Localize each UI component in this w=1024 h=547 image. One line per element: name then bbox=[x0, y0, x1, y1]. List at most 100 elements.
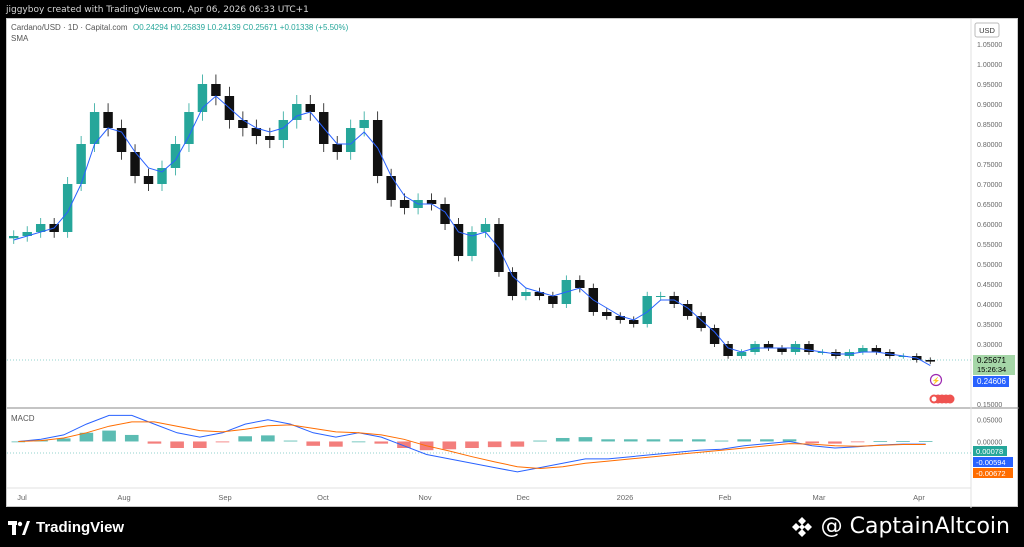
time-tick-label: Sep bbox=[218, 493, 231, 502]
macd-line-value: -0.00594 bbox=[976, 458, 1006, 467]
macd-hist-bar bbox=[850, 441, 865, 443]
candle-body bbox=[76, 144, 86, 184]
time-tick-label: Mar bbox=[813, 493, 826, 502]
sma-price-value: 0.24606 bbox=[977, 377, 1006, 386]
macd-hist-bar bbox=[669, 439, 683, 442]
macd-hist-bar bbox=[329, 441, 343, 447]
price-tick-label: 0.90000 bbox=[977, 102, 1002, 109]
economic-events-icon[interactable] bbox=[929, 394, 955, 404]
tradingview-logo[interactable]: TradingView bbox=[8, 519, 124, 536]
price-tick-label: 1.05000 bbox=[977, 42, 1002, 49]
macd-hist-bar bbox=[692, 439, 706, 442]
candle-body bbox=[116, 128, 127, 152]
candle-body bbox=[615, 316, 625, 320]
macd-tick-label: 0.00000 bbox=[977, 439, 1002, 446]
candle-body bbox=[682, 304, 693, 316]
candle-body bbox=[655, 296, 666, 297]
candle-body bbox=[62, 184, 73, 232]
candle-body bbox=[426, 200, 437, 204]
price-tick-label: 0.40000 bbox=[977, 302, 1002, 309]
time-axis[interactable]: Jul Aug Sep Oct Nov Dec 2026 Feb Mar Apr bbox=[17, 493, 925, 502]
macd-line-label: -0.00594 bbox=[973, 457, 1013, 467]
candle-body bbox=[170, 144, 181, 168]
macd-hist-bar bbox=[805, 441, 820, 444]
macd-hist-bar bbox=[782, 439, 797, 442]
macd-hist-bar bbox=[918, 441, 933, 442]
time-tick-label: Nov bbox=[418, 493, 432, 502]
footer-bar: TradingView @ CaptainAltcoin bbox=[0, 510, 1024, 547]
candle-body bbox=[345, 128, 356, 152]
candle-body bbox=[359, 120, 369, 128]
legend-ohlc: O0.24294 H0.25839 L0.24139 C0.25671 +0.0… bbox=[133, 23, 349, 32]
candle-body bbox=[238, 120, 248, 128]
macd-hist-bar bbox=[873, 441, 888, 442]
candle-body bbox=[143, 176, 154, 184]
macd-hist-bar bbox=[170, 441, 184, 448]
macd-hist-bar bbox=[737, 439, 751, 442]
candle-body bbox=[211, 84, 221, 96]
time-tick-label: Jul bbox=[17, 493, 27, 502]
candle-body bbox=[184, 112, 194, 144]
last-price-value: 0.25671 bbox=[977, 356, 1006, 365]
diamond-logo-icon bbox=[791, 516, 812, 537]
macd-hist-bar bbox=[646, 439, 661, 442]
macd-hist-bar bbox=[555, 437, 570, 442]
candle-body bbox=[89, 112, 100, 144]
svg-text:⚡: ⚡ bbox=[932, 376, 941, 385]
macd-hist-bar bbox=[533, 440, 547, 442]
macd-hist-bar bbox=[397, 441, 411, 448]
candle-body bbox=[629, 320, 639, 324]
candle-body bbox=[548, 296, 558, 304]
candle-body bbox=[521, 292, 531, 296]
time-tick-label: Dec bbox=[516, 493, 530, 502]
price-tick-label: 0.80000 bbox=[977, 142, 1002, 149]
candle-body bbox=[467, 232, 477, 256]
last-price-label: 0.25671 15:26:34 bbox=[973, 355, 1015, 375]
macd-hist-bar bbox=[442, 441, 457, 450]
credit-line: jiggyboy created with TradingView.com, A… bbox=[6, 5, 309, 15]
time-tick-label: 2026 bbox=[617, 493, 634, 502]
sma-price-label: 0.24606 bbox=[973, 376, 1009, 387]
price-tick-label: 0.30000 bbox=[977, 342, 1002, 349]
legend-symbol: Cardano/USD · 1D · Capital.com bbox=[11, 23, 128, 32]
price-tick-label: 0.35000 bbox=[977, 322, 1002, 329]
watermark-text: @ CaptainAltcoin bbox=[820, 514, 1010, 539]
candle-body bbox=[35, 224, 46, 232]
price-tick-label: 0.45000 bbox=[977, 282, 1002, 289]
price-axis[interactable]: 1.05000 1.00000 0.95000 0.90000 0.85000 0.800… bbox=[977, 42, 1002, 409]
price-tick-label: 0.60000 bbox=[977, 222, 1002, 229]
tradingview-icon bbox=[8, 520, 30, 535]
price-tick-label: 0.65000 bbox=[977, 202, 1002, 209]
candle-body bbox=[386, 176, 396, 200]
macd-hist-bar bbox=[283, 440, 298, 442]
time-tick-label: Apr bbox=[913, 493, 925, 502]
currency-button[interactable]: USD bbox=[974, 22, 1000, 38]
candle-body bbox=[9, 236, 19, 239]
macd-signal-value: -0.00672 bbox=[976, 469, 1006, 478]
sma-line bbox=[13, 95, 931, 367]
time-tick-label: Oct bbox=[317, 493, 330, 502]
price-tick-label: 0.55000 bbox=[977, 242, 1002, 249]
candle-body bbox=[292, 104, 302, 120]
macd-hist-value: 0.00078 bbox=[976, 447, 1003, 456]
captainaltcoin-watermark: @ CaptainAltcoin bbox=[791, 514, 1010, 539]
candle-body bbox=[777, 348, 787, 352]
macd-hist-bar bbox=[510, 441, 525, 447]
candle-body bbox=[507, 272, 518, 296]
macd-hist-bar bbox=[215, 441, 230, 443]
price-tick-label: 0.95000 bbox=[977, 82, 1002, 89]
candle-body bbox=[696, 316, 706, 328]
macd-hist-bar bbox=[261, 435, 275, 442]
price-tick-label: 0.70000 bbox=[977, 182, 1002, 189]
candle-body bbox=[709, 328, 720, 344]
candle-body bbox=[763, 344, 774, 348]
macd-hist-bar bbox=[714, 440, 729, 442]
price-tick-label: 0.15000 bbox=[977, 402, 1002, 409]
candle-body bbox=[723, 344, 733, 356]
candle-body bbox=[332, 144, 342, 152]
earnings-event-icon[interactable]: ⚡ bbox=[929, 373, 943, 387]
tradingview-brand: TradingView bbox=[36, 519, 125, 536]
macd-hist-bar bbox=[623, 439, 638, 442]
macd-hist-bar bbox=[147, 441, 162, 444]
chart-canvas[interactable]: Cardano/USD · 1D · Capital.com O0.24294 … bbox=[6, 18, 1019, 508]
